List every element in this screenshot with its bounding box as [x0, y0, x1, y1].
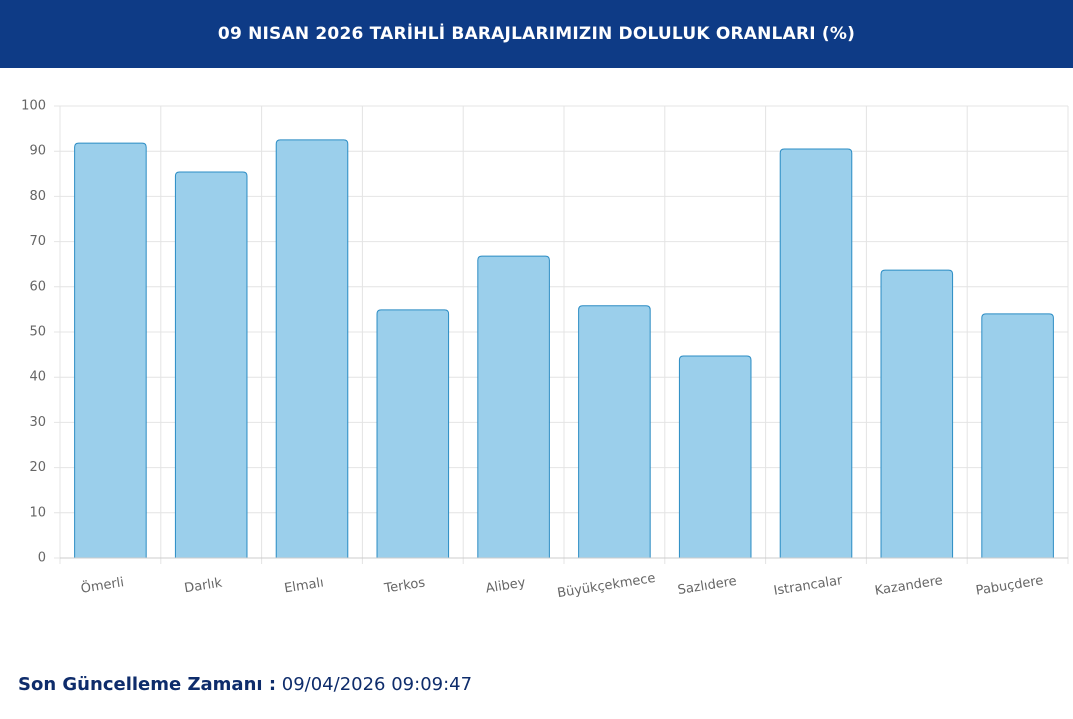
y-tick-label: 20	[29, 460, 46, 475]
x-tick-label: Terkos	[382, 575, 426, 596]
bar	[981, 313, 1054, 559]
bar	[74, 142, 147, 559]
y-tick-label: 90	[29, 144, 46, 159]
y-tick-label: 30	[29, 415, 46, 430]
y-tick-label: 40	[29, 370, 46, 385]
x-tick-label: Istrancalar	[773, 573, 844, 599]
y-tick-label: 70	[29, 234, 46, 249]
x-tick-label: Ömerli	[79, 573, 125, 597]
x-tick-label: Büyükçekmece	[556, 571, 656, 601]
chart-title: 09 NISAN 2026 TARİHLİ BARAJLARIMIZIN DOL…	[0, 0, 1073, 68]
x-tick-label: Kazandere	[874, 573, 944, 599]
y-tick-label: 10	[29, 505, 46, 520]
bar	[275, 139, 349, 559]
x-tick-label: Darlık	[183, 576, 223, 597]
y-tick-label: 100	[21, 99, 46, 114]
y-tick-label: 50	[29, 325, 46, 340]
y-tick-label: 60	[29, 279, 46, 294]
update-label: Son Güncelleme Zamanı :	[18, 674, 277, 695]
bar	[578, 305, 651, 559]
x-tick-label: Pabuçdere	[975, 573, 1045, 598]
y-tick-label: 0	[38, 551, 46, 566]
x-tick-label: Sazlıdere	[677, 574, 738, 598]
bar	[376, 309, 450, 559]
bar	[174, 171, 248, 559]
x-tick-label: Elmalı	[283, 575, 325, 596]
bar	[880, 269, 954, 559]
update-value: 09/04/2026 09:09:47	[281, 674, 473, 695]
bar	[678, 355, 752, 559]
bar	[477, 255, 550, 559]
y-tick-label: 80	[29, 189, 46, 204]
bar	[779, 148, 853, 559]
chart: 0 10 20 30 40 50 60 70 80 90 100 Ömerli Darlık Elmalı…	[21, 99, 1069, 601]
x-tick-label: Alibey	[485, 575, 527, 596]
last-update: Son Güncelleme Zamanı : 09/04/2026 09:09…	[18, 674, 472, 695]
